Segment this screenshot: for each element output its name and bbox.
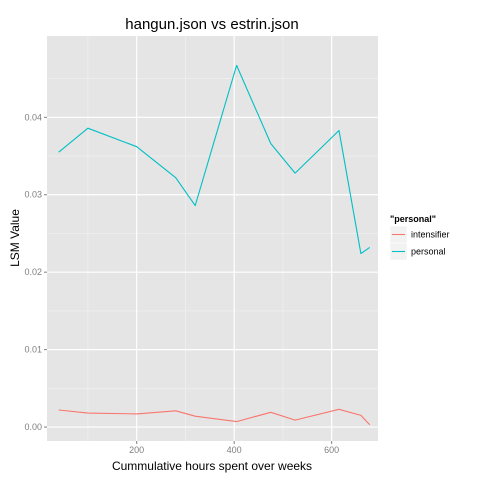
x-tick-label: 400 [227, 445, 242, 455]
legend-label: intensifier [411, 230, 450, 240]
y-tick-label: 0.04 [24, 112, 42, 122]
series-layer [58, 64, 371, 426]
plot-panel [47, 36, 378, 441]
y-tick-label: 0.02 [24, 267, 42, 277]
x-tick-label: 600 [324, 445, 339, 455]
series-line-intensifier [58, 408, 371, 426]
chart-title: hangun.json vs estrin.json [125, 16, 298, 33]
y-tick-label: 0.03 [24, 190, 42, 200]
grid [47, 36, 378, 441]
legend-title: "personal" [390, 214, 436, 224]
legend: "personal" intensifier personal [389, 214, 450, 261]
y-tick-label: 0.00 [24, 422, 42, 432]
axis-ticks: 200 400 600 0.00 0.01 0.02 0.03 0.04 [24, 112, 339, 455]
y-axis-title: LSM Value [8, 209, 22, 267]
y-tick-label: 0.01 [24, 345, 42, 355]
x-axis-title: Cummulative hours spent over weeks [112, 459, 312, 473]
series-line-personal [58, 64, 371, 255]
x-tick-label: 200 [129, 445, 144, 455]
legend-label: personal [411, 247, 446, 257]
